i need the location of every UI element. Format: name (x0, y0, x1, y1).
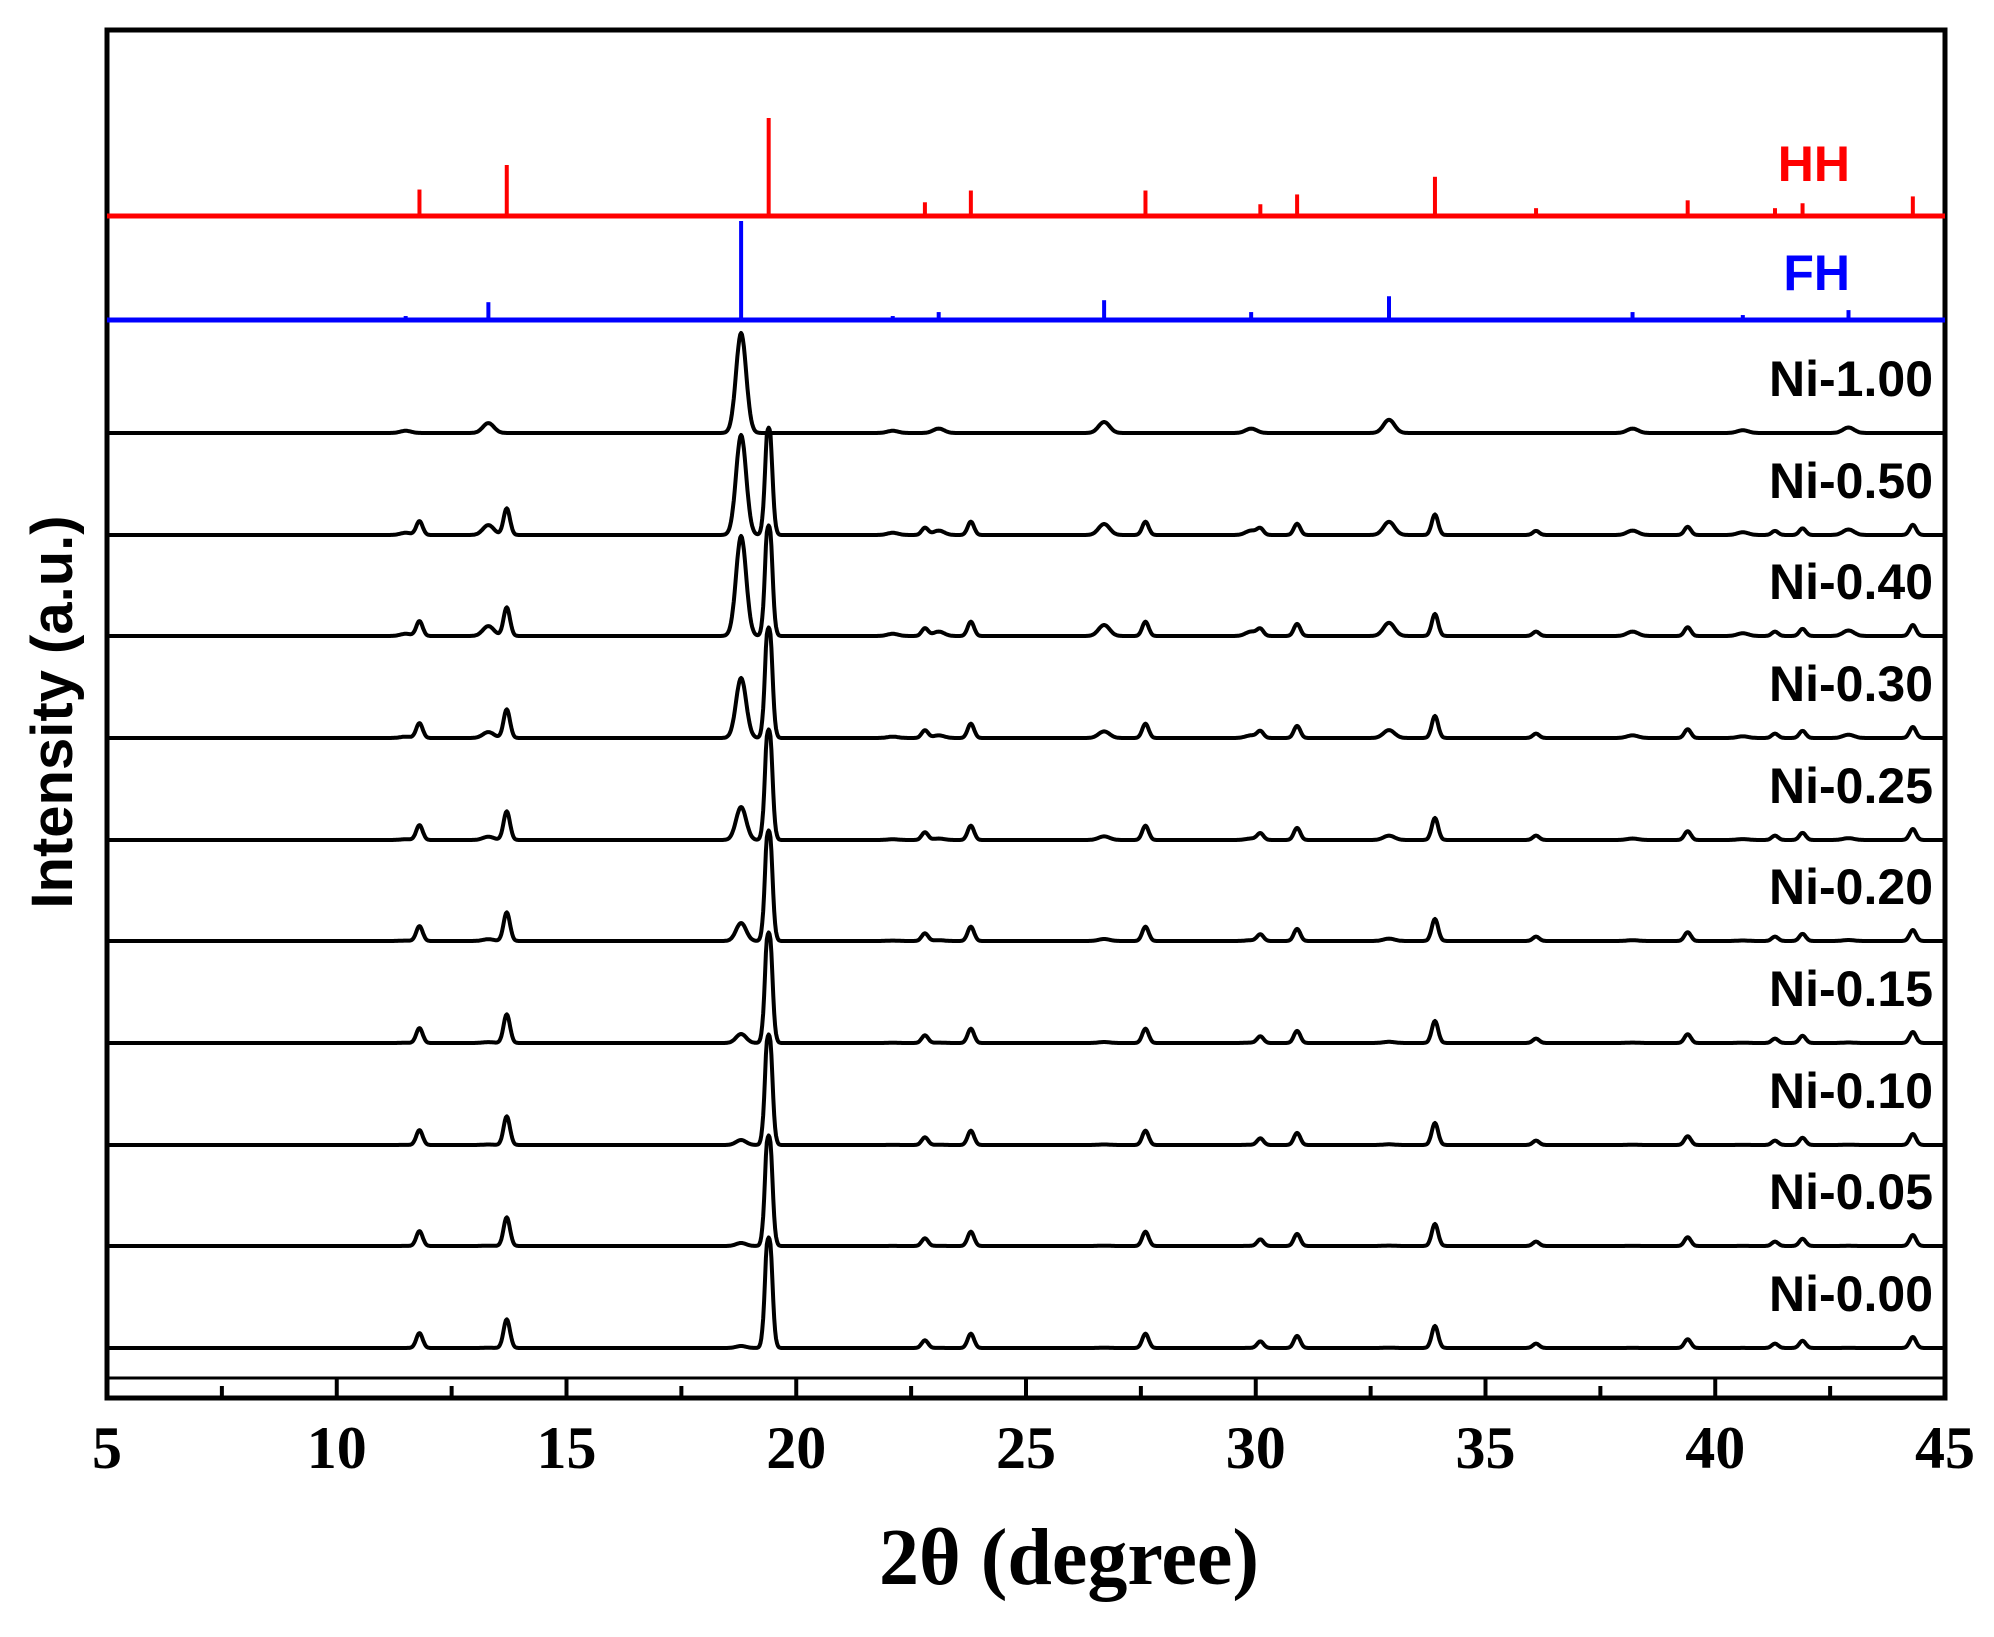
x-tick-label: 45 (1915, 1415, 1975, 1481)
x-tick-label: 25 (996, 1415, 1056, 1481)
trace-ni-0-05 (105, 1133, 1947, 1248)
trace-label-ni-0-40: Ni-0.40 (1769, 554, 1933, 610)
trace-ni-0-25 (105, 727, 1947, 842)
x-axis-ticks: 5 10 15 20 25 30 35 40 45 (92, 1378, 1975, 1481)
trace-ni-0-20 (105, 828, 1947, 943)
x-tick-label: 5 (92, 1415, 122, 1481)
trace-ni-1-00 (105, 331, 1947, 435)
diffraction-traces (105, 331, 1947, 1350)
trace-labels: HH FH Ni-1.00 Ni-0.50 Ni-0.40 Ni-0.30 Ni-0.25 N… (1769, 136, 1933, 1322)
trace-label-ni-0-50: Ni-0.50 (1769, 453, 1933, 509)
trace-ni-0-40 (105, 523, 1947, 638)
ref-label-fh: FH (1783, 245, 1850, 301)
reference-patterns (107, 118, 1945, 323)
trace-label-ni-0-25: Ni-0.25 (1769, 758, 1933, 814)
trace-label-ni-0-30: Ni-0.30 (1769, 656, 1933, 712)
trace-ni-0-30 (105, 625, 1947, 740)
trace-label-ni-0-20: Ni-0.20 (1769, 859, 1933, 915)
x-tick-label: 15 (537, 1415, 597, 1481)
trace-label-ni-0-10: Ni-0.10 (1769, 1063, 1933, 1119)
ref-pattern-hh (107, 118, 1945, 219)
ref-label-hh: HH (1778, 136, 1850, 192)
x-tick-label: 30 (1226, 1415, 1286, 1481)
y-axis-label: Intensity (a.u.) (20, 515, 85, 908)
trace-label-ni-0-00: Ni-0.00 (1769, 1266, 1933, 1322)
plot-area (104, 27, 1948, 1401)
x-tick-label: 10 (307, 1415, 367, 1481)
x-axis-label: 2θ (degree) (879, 1514, 1259, 1602)
trace-ni-0-15 (105, 930, 1947, 1045)
trace-label-ni-0-05: Ni-0.05 (1769, 1164, 1933, 1220)
x-tick-label: 40 (1685, 1415, 1745, 1481)
x-tick-label: 20 (766, 1415, 826, 1481)
trace-ni-0-50 (105, 425, 1947, 537)
trace-ni-0-10 (105, 1032, 1947, 1147)
trace-ni-0-00 (105, 1235, 1947, 1350)
trace-label-ni-1-00: Ni-1.00 (1769, 351, 1933, 407)
ref-pattern-fh (107, 221, 1945, 323)
plot-frame (104, 27, 1948, 1401)
trace-label-ni-0-15: Ni-0.15 (1769, 961, 1933, 1017)
x-tick-label: 35 (1456, 1415, 1516, 1481)
